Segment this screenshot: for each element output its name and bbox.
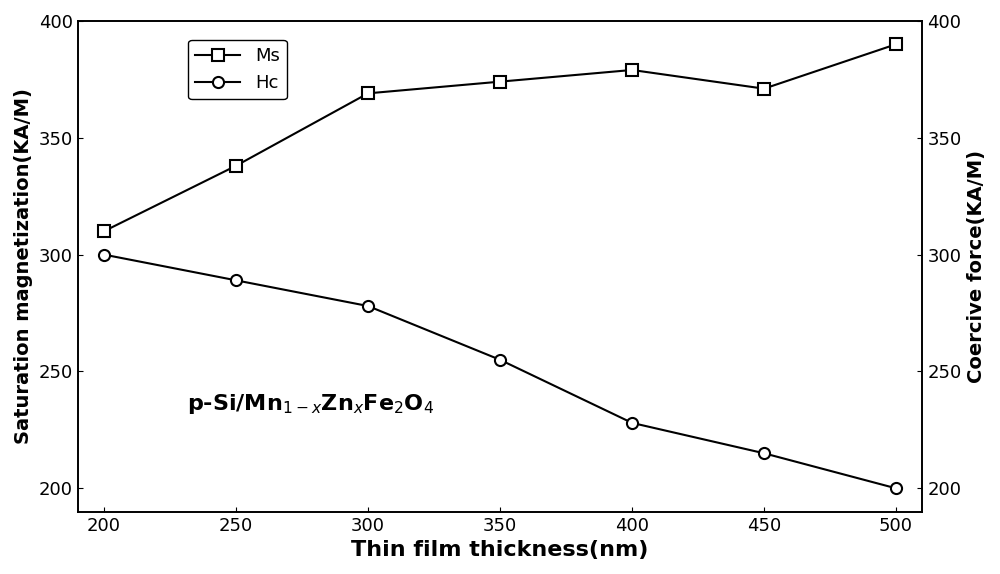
Ms	[758, 85, 770, 92]
Ms	[230, 162, 242, 169]
Ms	[98, 228, 110, 235]
X-axis label: Thin film thickness(nm): Thin film thickness(nm)	[351, 540, 649, 560]
Line: Ms: Ms	[98, 38, 902, 237]
Ms	[494, 78, 506, 85]
Legend: Ms, Hc: Ms, Hc	[188, 40, 287, 99]
Hc	[494, 356, 506, 363]
Line: Hc: Hc	[98, 249, 902, 494]
Ms	[890, 41, 902, 48]
Text: p-Si/Mn$_{1-x}$Zn$_x$Fe$_2$O$_4$: p-Si/Mn$_{1-x}$Zn$_x$Fe$_2$O$_4$	[187, 391, 434, 416]
Hc	[890, 485, 902, 492]
Hc	[626, 420, 638, 426]
Ms	[626, 67, 638, 73]
Y-axis label: Coercive force(KA/M): Coercive force(KA/M)	[967, 150, 986, 383]
Ms	[362, 90, 374, 97]
Hc	[362, 302, 374, 309]
Hc	[758, 450, 770, 457]
Y-axis label: Saturation magnetization(KA/M): Saturation magnetization(KA/M)	[14, 88, 33, 444]
Hc	[230, 277, 242, 284]
Hc	[98, 251, 110, 258]
